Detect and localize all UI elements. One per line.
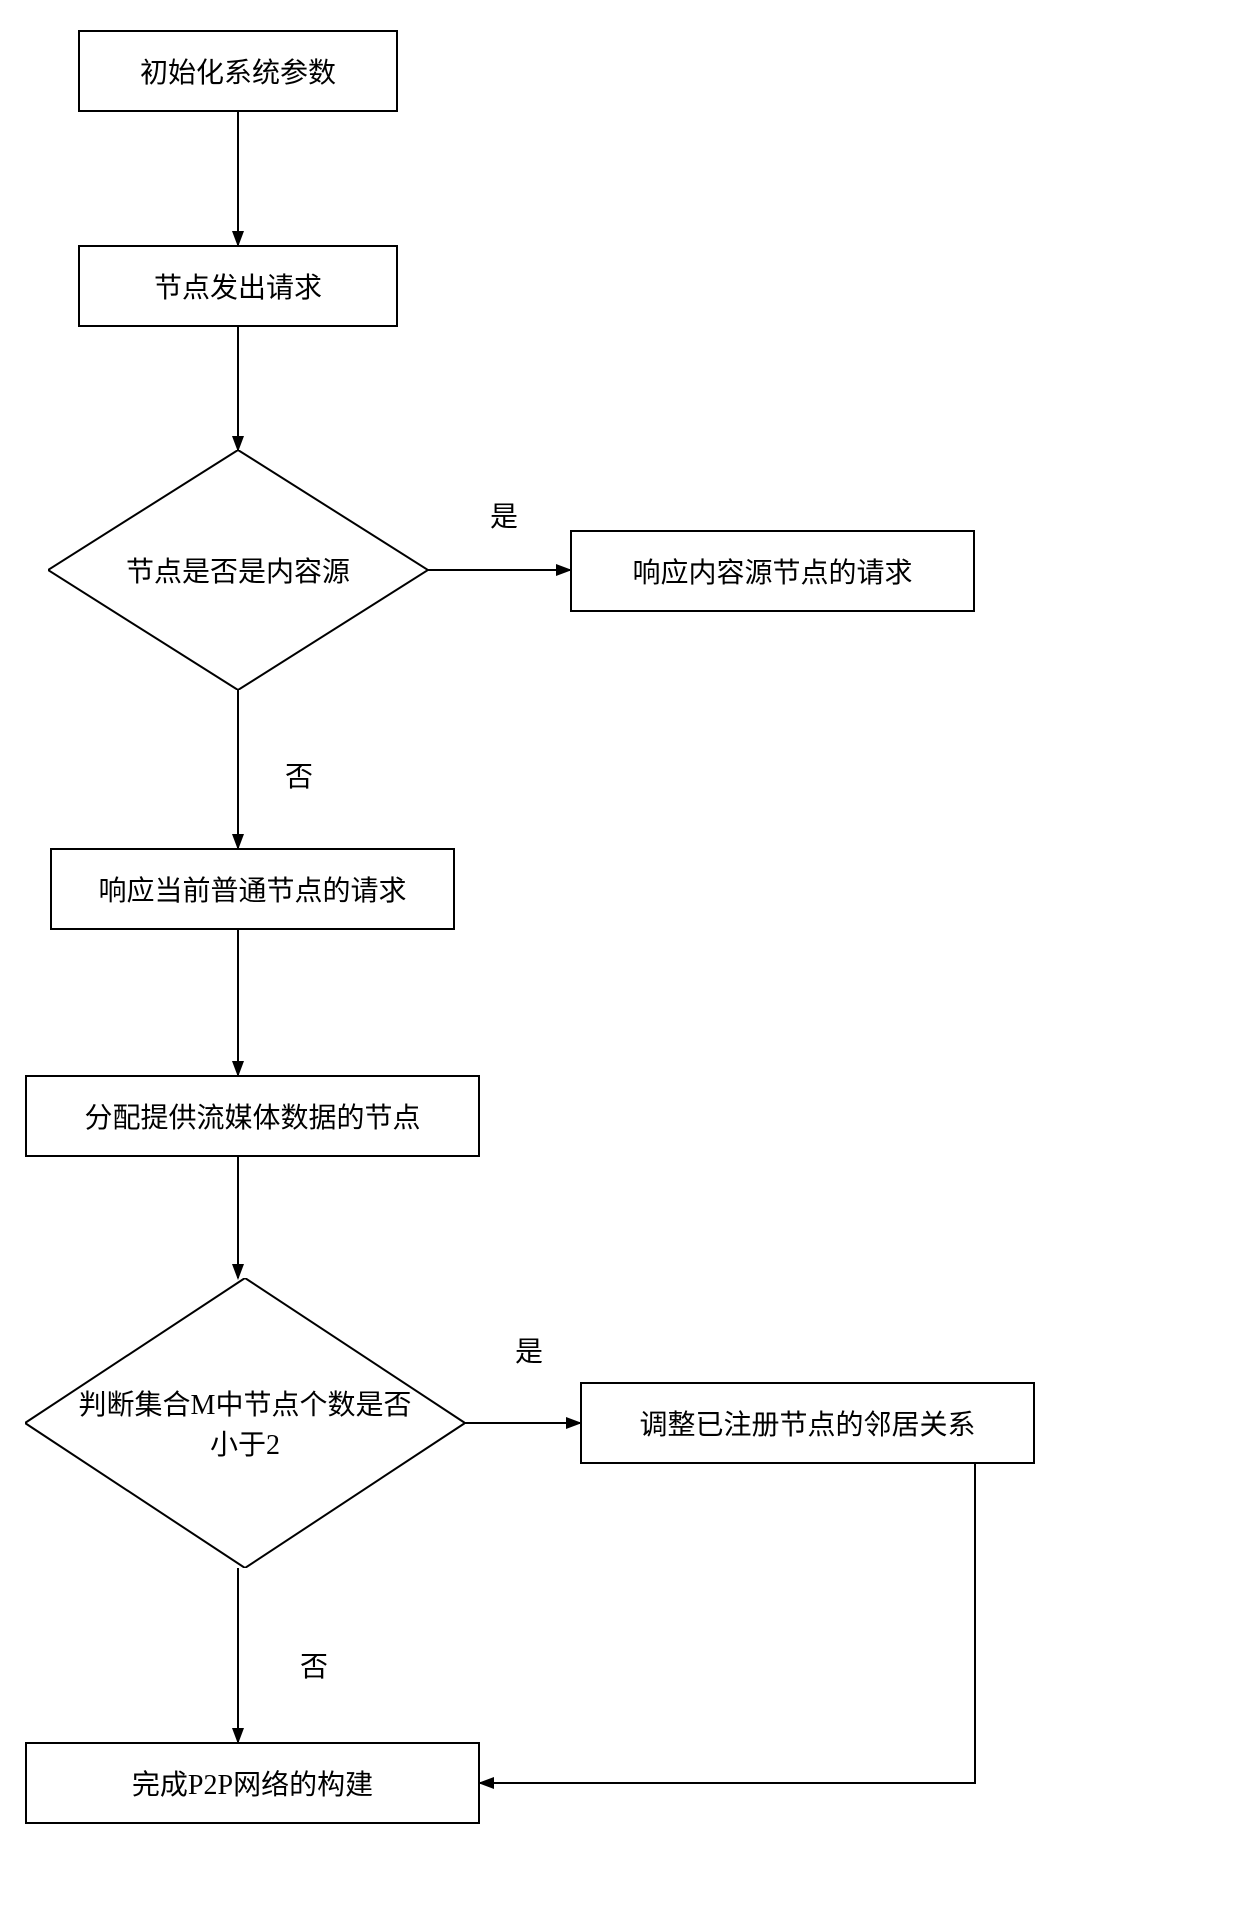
flowchart-rect-n7: 完成P2P网络的构建 [25, 1742, 480, 1824]
flowchart-rect-n6: 调整已注册节点的邻居关系 [580, 1382, 1035, 1464]
edge-label: 否 [285, 755, 313, 795]
edge-n6-n7 [480, 1464, 975, 1783]
node-label: 初始化系统参数 [140, 51, 336, 91]
edge-label: 否 [300, 1645, 328, 1685]
node-label: 分配提供流媒体数据的节点 [84, 1096, 420, 1136]
flowchart-rect-n1: 初始化系统参数 [78, 30, 398, 112]
node-label: 节点发出请求 [154, 266, 322, 306]
edge-label: 是 [490, 495, 518, 535]
node-label: 调整已注册节点的邻居关系 [639, 1403, 975, 1443]
flowchart-diamond-d1: 节点是否是内容源 [48, 450, 428, 690]
node-label: 响应内容源节点的请求 [632, 551, 912, 591]
flowchart-rect-n5: 分配提供流媒体数据的节点 [25, 1075, 480, 1157]
flowchart-diamond-d2: 判断集合M中节点个数是否小于2 [25, 1278, 465, 1568]
node-label: 响应当前普通节点的请求 [98, 869, 406, 909]
node-label: 节点是否是内容源 [126, 550, 350, 590]
node-label: 判断集合M中节点个数是否小于2 [65, 1383, 425, 1463]
flowchart-rect-n4: 响应当前普通节点的请求 [50, 848, 455, 930]
flowchart-rect-n3: 响应内容源节点的请求 [570, 530, 975, 612]
node-label: 完成P2P网络的构建 [132, 1763, 373, 1803]
flowchart-rect-n2: 节点发出请求 [78, 245, 398, 327]
edge-label: 是 [515, 1330, 543, 1370]
